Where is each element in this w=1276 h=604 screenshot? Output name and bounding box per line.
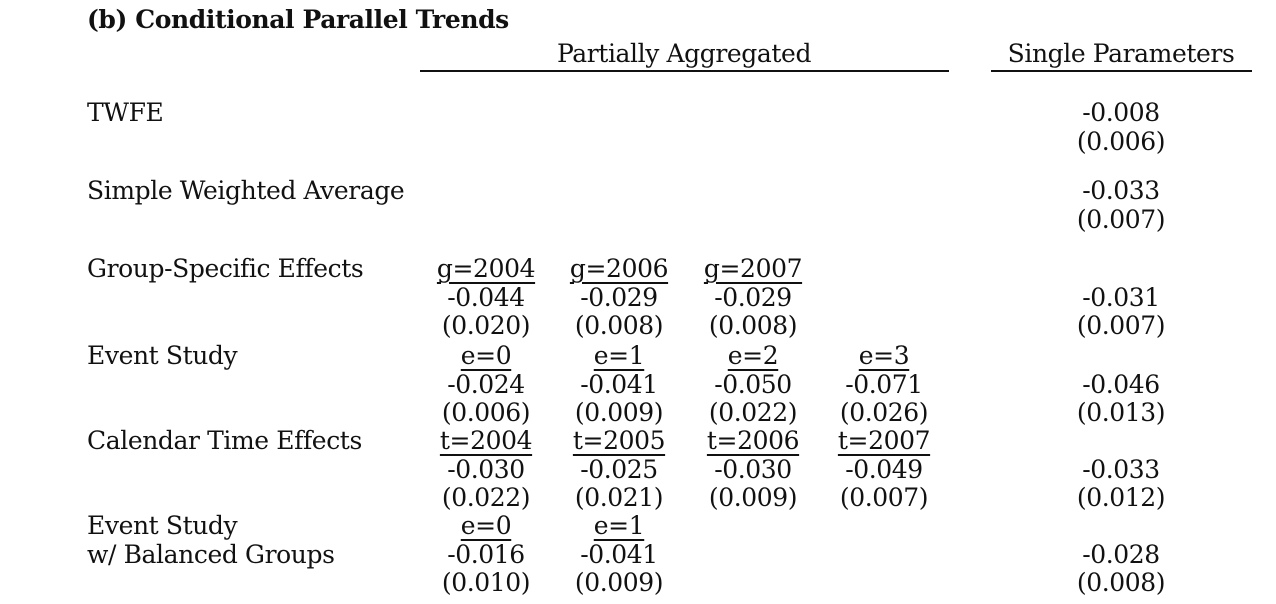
- column-subheader: e=0: [460, 341, 512, 370]
- column-subheader: e=0: [460, 511, 512, 540]
- std-error-cell: (0.021): [574, 483, 664, 512]
- panel-title: (b) Conditional Parallel Trends: [87, 5, 509, 34]
- std-error-cell: (0.009): [708, 483, 798, 512]
- single-parameter-estimate: -0.033: [1082, 176, 1160, 205]
- std-error-cell: (0.008): [574, 311, 664, 340]
- column-subheader: t=2007: [837, 426, 931, 455]
- estimate-cell: -0.071: [845, 369, 923, 399]
- header-single-parameters: Single Parameters: [1007, 39, 1235, 68]
- header-rule-partially-aggregated: [420, 70, 949, 72]
- header-rule-single-parameters: [991, 70, 1252, 72]
- single-parameter-std-error: (0.007): [1076, 204, 1166, 234]
- single-parameter-std-error: (0.008): [1076, 568, 1166, 597]
- single-parameter-estimate: -0.008: [1082, 98, 1160, 127]
- column-subheader: g=2004: [436, 254, 536, 283]
- row-label: Calendar Time Effects: [87, 426, 362, 455]
- estimate-cell: -0.024: [447, 369, 525, 399]
- std-error-cell: (0.009): [574, 398, 664, 427]
- std-error-cell: (0.020): [441, 311, 531, 340]
- std-error-cell: (0.009): [574, 568, 664, 597]
- std-error-cell: (0.022): [708, 398, 798, 427]
- column-subheader: g=2007: [703, 254, 803, 283]
- single-parameter-estimate: -0.033: [1082, 454, 1160, 484]
- estimate-cell: -0.030: [714, 454, 792, 484]
- column-subheader: t=2004: [439, 426, 533, 455]
- estimate-cell: -0.030: [447, 454, 525, 484]
- estimate-cell: -0.050: [714, 369, 792, 399]
- estimate-cell: -0.025: [580, 454, 658, 484]
- single-parameter-std-error: (0.012): [1076, 483, 1166, 512]
- row-label: Group-Specific Effects: [87, 254, 364, 283]
- row-label: TWFE: [87, 98, 164, 127]
- single-parameter-std-error: (0.013): [1076, 398, 1166, 427]
- column-subheader: e=1: [593, 511, 645, 540]
- estimate-cell: -0.041: [580, 539, 658, 569]
- estimate-cell: -0.029: [714, 282, 792, 312]
- column-subheader: t=2005: [572, 426, 666, 455]
- column-subheader: e=3: [858, 341, 910, 370]
- row-label: w/ Balanced Groups: [87, 539, 335, 569]
- single-parameter-std-error: (0.007): [1076, 311, 1166, 340]
- std-error-cell: (0.022): [441, 483, 531, 512]
- column-subheader: e=2: [727, 341, 779, 370]
- std-error-cell: (0.010): [441, 568, 531, 597]
- estimate-cell: -0.029: [580, 282, 658, 312]
- single-parameter-std-error: (0.006): [1076, 126, 1166, 156]
- estimate-cell: -0.041: [580, 369, 658, 399]
- std-error-cell: (0.026): [839, 398, 929, 427]
- single-parameter-estimate: -0.046: [1082, 369, 1160, 399]
- std-error-cell: (0.008): [708, 311, 798, 340]
- column-subheader: g=2006: [569, 254, 669, 283]
- row-label: Event Study: [87, 341, 238, 370]
- row-label: Event Study: [87, 511, 238, 540]
- column-subheader: t=2006: [706, 426, 800, 455]
- row-label: Simple Weighted Average: [87, 176, 405, 205]
- header-partially-aggregated: Partially Aggregated: [556, 39, 812, 68]
- estimate-cell: -0.044: [447, 282, 525, 312]
- single-parameter-estimate: -0.028: [1082, 539, 1160, 569]
- estimate-cell: -0.049: [845, 454, 923, 484]
- estimate-cell: -0.016: [447, 539, 525, 569]
- single-parameter-estimate: -0.031: [1082, 282, 1160, 312]
- std-error-cell: (0.007): [839, 483, 929, 512]
- column-subheader: e=1: [593, 341, 645, 370]
- std-error-cell: (0.006): [441, 398, 531, 427]
